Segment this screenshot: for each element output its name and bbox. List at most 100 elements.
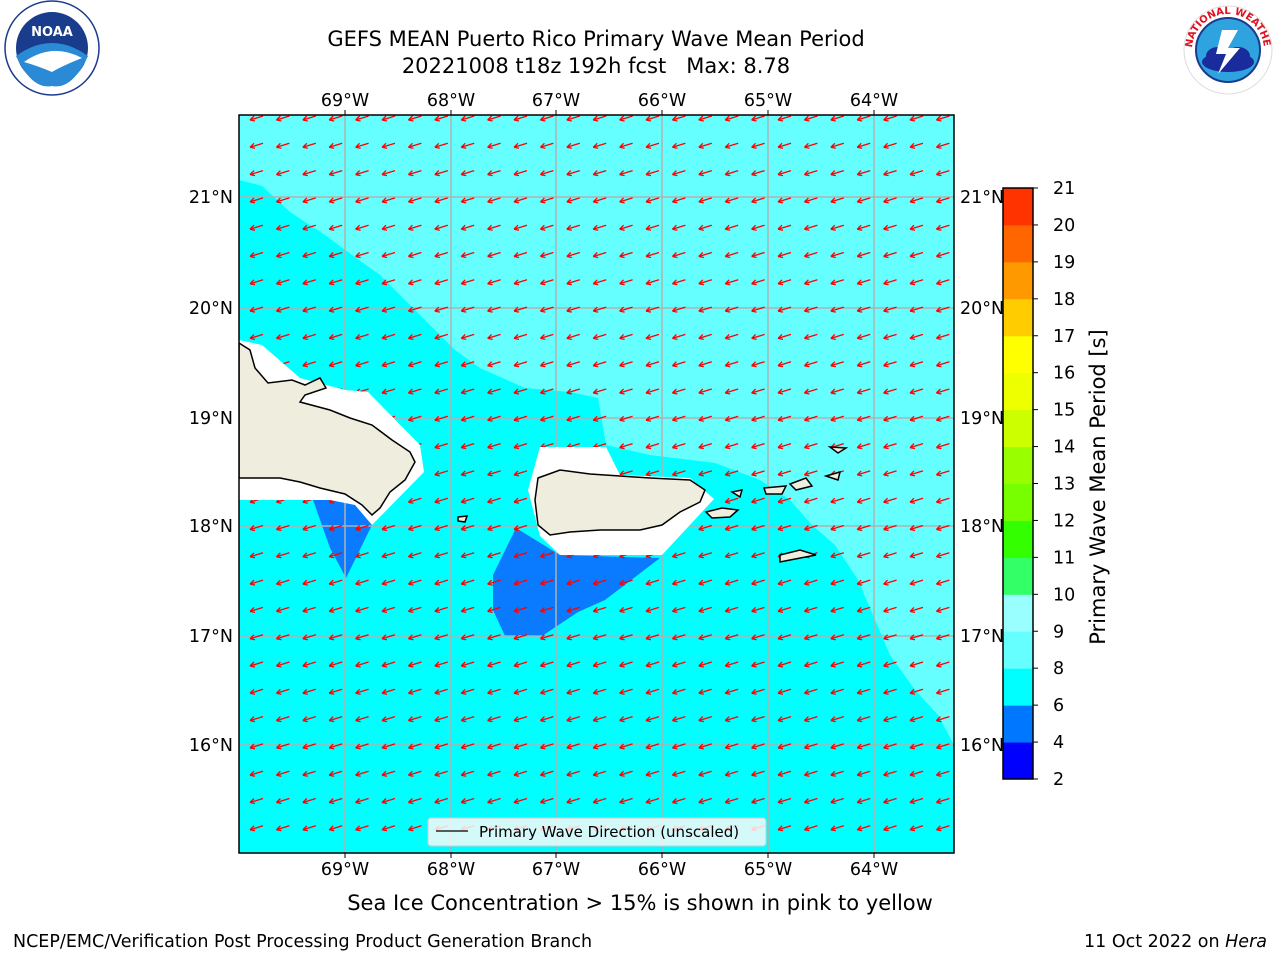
wave-arrow	[460, 661, 475, 668]
footer-branch: NCEP/EMC/Verification Post Processing Pr…	[13, 932, 593, 952]
wave-arrow	[407, 306, 422, 313]
wave-arrow	[539, 306, 554, 313]
wave-arrow	[460, 197, 475, 204]
wave-arrow	[487, 115, 501, 122]
wave-arrow	[645, 415, 660, 422]
wave-arrow	[645, 361, 660, 368]
wave-arrow	[434, 142, 448, 149]
wave-arrow	[935, 715, 950, 723]
wave-arrow	[803, 715, 818, 723]
wave-arrow	[803, 361, 818, 368]
wave-arrow	[856, 524, 871, 532]
wave-arrow	[513, 361, 528, 368]
wave-arrow	[830, 415, 844, 422]
colorbar-segment	[1003, 594, 1033, 632]
wave-arrow	[777, 142, 792, 149]
wave-arrow	[434, 579, 448, 586]
wave-arrow	[460, 388, 475, 395]
wave-arrow	[355, 606, 369, 614]
wave-arrow	[856, 415, 871, 422]
wave-arrow	[487, 388, 501, 395]
wave-arrow	[883, 169, 897, 177]
wave-arrow	[883, 797, 897, 805]
wave-arrow	[935, 579, 950, 586]
lon-label-top: 65°W	[744, 91, 792, 111]
wave-arrow	[883, 825, 897, 832]
wave-arrow	[249, 743, 264, 750]
wave-arrow	[302, 825, 316, 832]
wave-arrow	[856, 442, 871, 450]
wave-arrow	[381, 306, 396, 313]
lat-label-right: 20°N	[960, 299, 1004, 319]
wave-arrow	[935, 797, 950, 805]
wave-arrow	[777, 688, 792, 695]
wave-arrow	[698, 743, 712, 750]
wave-arrow	[909, 688, 924, 695]
wave-arrow	[883, 251, 897, 259]
wave-arrow	[909, 333, 924, 341]
wave-arrow	[434, 333, 448, 341]
wave-arrow	[407, 251, 422, 259]
wave-arrow	[935, 361, 950, 368]
wave-arrow	[407, 606, 422, 614]
wave-arrow	[803, 197, 818, 204]
wave-arrow	[566, 579, 580, 586]
wave-arrow	[355, 715, 369, 723]
wave-arrow	[724, 142, 739, 149]
colorbar-segment	[1003, 372, 1033, 411]
wave-arrow	[249, 306, 264, 313]
lat-label-right: 21°N	[960, 188, 1004, 208]
wave-arrow	[592, 279, 607, 286]
wave-arrow	[671, 470, 686, 477]
wave-arrow	[460, 497, 475, 504]
wave-arrow	[909, 442, 924, 450]
wave-arrow	[566, 388, 580, 395]
wave-arrow	[355, 579, 369, 586]
wave-arrow	[751, 361, 765, 368]
wave-arrow	[539, 715, 554, 723]
wave-arrow	[671, 579, 686, 586]
footer-date: 11 Oct 2022 on Hera	[1084, 932, 1267, 952]
wave-arrow	[751, 797, 765, 805]
wave-arrow	[671, 743, 686, 750]
wave-arrow	[275, 661, 290, 668]
wave-arrow	[566, 333, 580, 341]
wave-arrow	[487, 224, 501, 231]
wave-arrow	[249, 279, 264, 286]
wave-arrow	[513, 142, 528, 149]
wave-arrow	[302, 142, 316, 149]
wave-arrow	[513, 770, 528, 777]
wave-arrow	[724, 333, 739, 341]
wave-arrow	[751, 688, 765, 695]
wave-arrow	[671, 251, 686, 259]
wave-arrow	[434, 743, 448, 750]
wave-arrow	[434, 688, 448, 695]
wave-arrow	[513, 115, 528, 122]
wave-arrow	[856, 634, 871, 641]
wave-arrow	[909, 715, 924, 723]
wave-arrow	[883, 552, 897, 559]
wave-arrow	[275, 715, 290, 723]
wave-arrow	[724, 497, 739, 504]
wave-arrow	[777, 524, 792, 532]
colorbar-segment	[1003, 668, 1033, 706]
wave-arrow	[566, 224, 580, 231]
lat-label-right: 18°N	[960, 517, 1004, 537]
wave-arrow	[777, 388, 792, 395]
colorbar-segment	[1003, 224, 1033, 263]
wave-arrow	[777, 579, 792, 586]
wave-arrow	[619, 115, 633, 122]
wave-arrow	[830, 224, 844, 231]
wave-arrow	[460, 797, 475, 805]
wave-arrow	[803, 688, 818, 695]
wave-arrow	[751, 333, 765, 341]
wave-arrow	[249, 634, 264, 641]
wave-arrow	[698, 224, 712, 231]
wave-arrow	[434, 415, 448, 422]
wave-arrow	[460, 470, 475, 477]
wave-arrow	[724, 470, 739, 477]
wave-arrow	[539, 770, 554, 777]
wave-arrow	[830, 579, 844, 586]
wave-arrow	[777, 415, 792, 422]
wave-arrow	[777, 470, 792, 477]
